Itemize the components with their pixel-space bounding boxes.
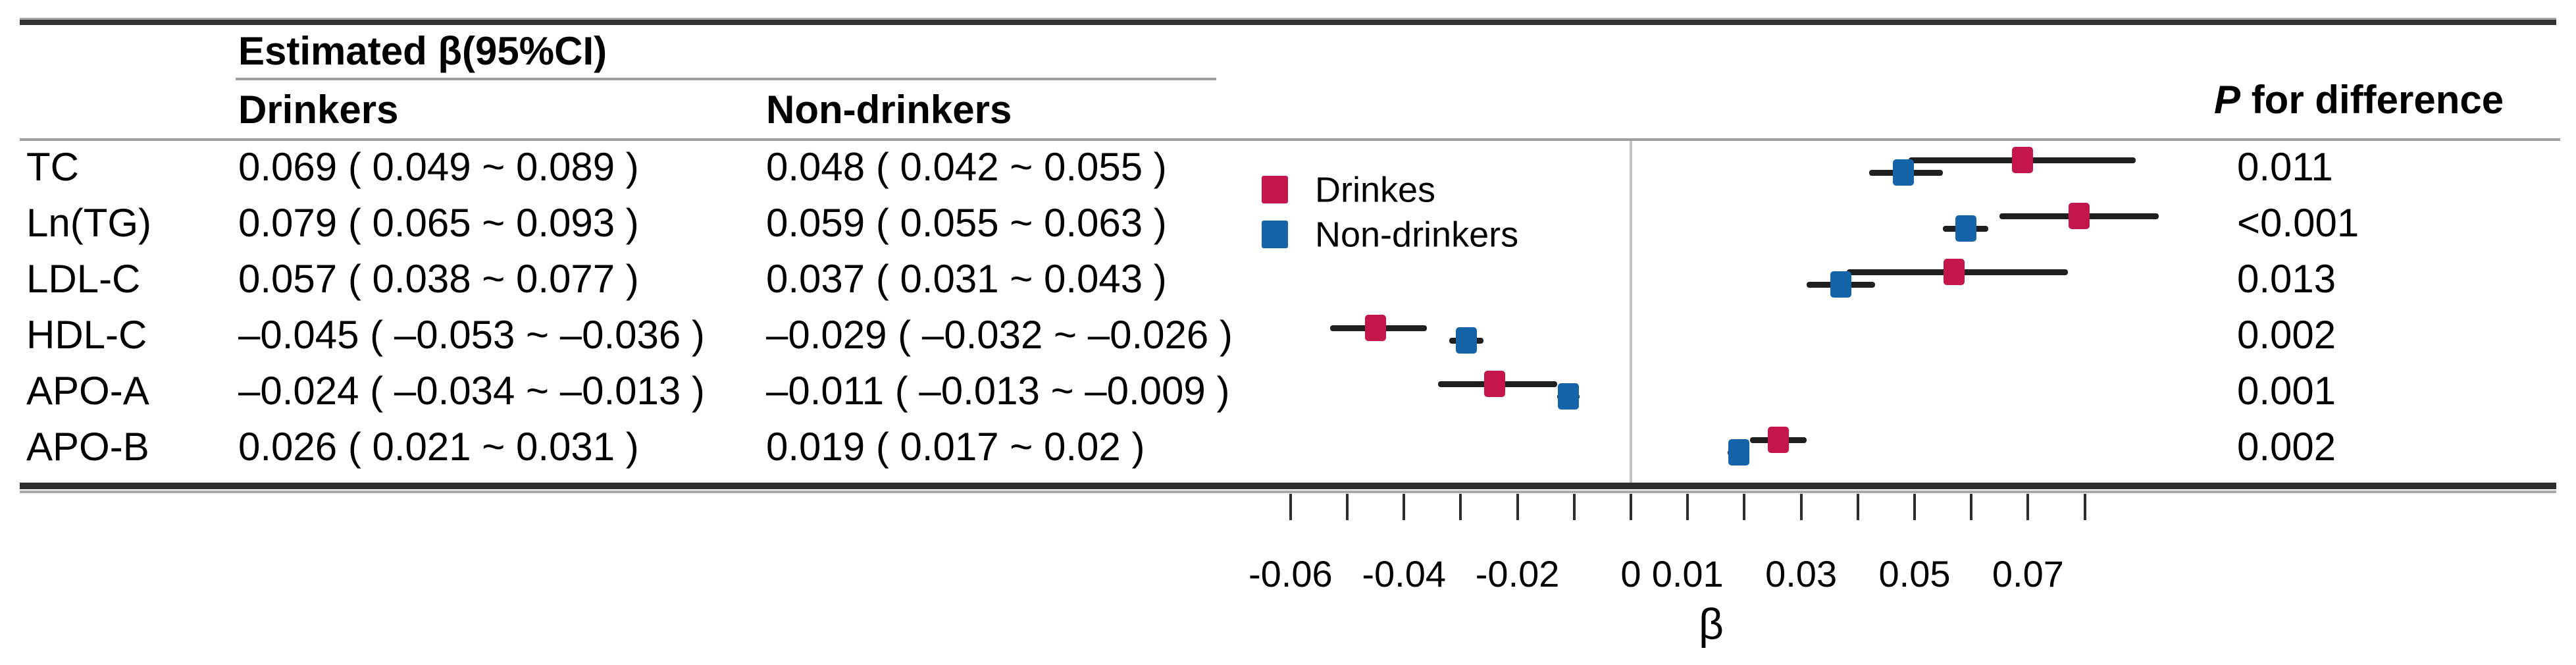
bottom-rule: [20, 483, 2556, 489]
axis-tick: [1459, 494, 1462, 520]
point-marker-nondrinkers: [1892, 159, 1914, 186]
axis-tick: [1799, 494, 1803, 520]
drinkers-value-tc: 0.069 ( 0.049 ~ 0.089 ): [238, 145, 639, 189]
point-marker-nondrinkers: [1955, 215, 1976, 242]
row-label-ldlc: LDL-C: [26, 257, 141, 301]
top-rule-light: [20, 18, 2556, 20]
axis-tick-label: -0.02: [1475, 553, 1560, 595]
drinkers-value-hdlc: –0.045 ( –0.053 ~ –0.036 ): [238, 313, 705, 357]
axis-tick: [1516, 494, 1519, 520]
point-marker-drinkers: [1484, 371, 1506, 397]
nondrinkers-value-apob: 0.019 ( 0.017 ~ 0.02 ): [766, 425, 1145, 469]
p-value-apob: 0.002: [2237, 425, 2336, 469]
axis-tick-label: 0.01: [1651, 553, 1724, 595]
p-value-ldlc: 0.013: [2237, 257, 2336, 301]
axis-tick-label: -0.06: [1248, 553, 1333, 595]
axis-tick: [2083, 494, 2086, 520]
axis-tick-label: 0.03: [1765, 553, 1838, 595]
row-label-lntg: Ln(TG): [26, 201, 152, 245]
legend-label-drinkers: Drinkes: [1315, 170, 1436, 210]
axis-tick-label: -0.04: [1362, 553, 1447, 595]
row-label-hdlc: HDL-C: [26, 313, 147, 357]
point-marker-drinkers: [1768, 427, 1790, 453]
axis-tick: [1289, 494, 1292, 520]
top-rule: [20, 20, 2556, 25]
axis-tick: [1403, 494, 1406, 520]
axis-tick: [1572, 494, 1576, 520]
point-marker-nondrinkers: [1456, 327, 1478, 354]
column-header-nondrinkers: Non-drinkers: [766, 88, 1012, 132]
axis-tick: [1630, 494, 1632, 520]
p-value-tc: 0.011: [2237, 145, 2333, 189]
x-axis-title-beta: β: [1699, 599, 1724, 649]
drinkers-value-ldlc: 0.057 ( 0.038 ~ 0.077 ): [238, 257, 639, 301]
point-marker-nondrinkers: [1558, 383, 1580, 410]
nondrinkers-value-apoa: –0.011 ( –0.013 ~ –0.009 ): [766, 369, 1230, 413]
column-header-p-for-difference: P for difference: [2214, 78, 2504, 122]
p-value-lntg: <0.001: [2237, 201, 2359, 245]
row-label-tc: TC: [26, 145, 79, 189]
axis-tick: [1856, 494, 1859, 520]
axis-tick: [1913, 494, 1916, 520]
group-header-estimated-beta-ci: Estimated β(95%CI): [238, 29, 607, 73]
axis-tick: [1686, 494, 1689, 520]
zero-reference-line: [1630, 141, 1632, 483]
nondrinkers-value-ldlc: 0.037 ( 0.031 ~ 0.043 ): [766, 257, 1167, 301]
column-header-drinkers: Drinkers: [238, 88, 399, 132]
legend-label-nondrinkers: Non-drinkers: [1315, 215, 1519, 255]
legend-swatch-nondrinkers: [1262, 221, 1288, 248]
point-marker-drinkers: [2068, 203, 2090, 229]
axis-tick: [1346, 494, 1349, 520]
point-marker-nondrinkers: [1830, 271, 1851, 298]
drinkers-value-apob: 0.026 ( 0.021 ~ 0.031 ): [238, 425, 639, 469]
axis-tick: [1743, 494, 1746, 520]
row-label-apob: APO-B: [26, 425, 149, 469]
p-header-italic-p: P: [2214, 78, 2241, 122]
point-marker-drinkers: [1944, 259, 1965, 285]
axis-tick-label: 0: [1620, 553, 1641, 595]
point-marker-drinkers: [1365, 315, 1387, 341]
point-marker-nondrinkers: [1728, 439, 1749, 466]
group-header-underline: [236, 78, 1216, 80]
bottom-rule-light: [20, 491, 2556, 493]
nondrinkers-value-hdlc: –0.029 ( –0.032 ~ –0.026 ): [766, 313, 1233, 357]
p-value-hdlc: 0.002: [2237, 313, 2336, 357]
axis-tick-label: 0.07: [1992, 553, 2064, 595]
point-marker-drinkers: [2011, 147, 2033, 173]
p-header-rest: for difference: [2240, 78, 2504, 122]
drinkers-value-lntg: 0.079 ( 0.065 ~ 0.093 ): [238, 201, 639, 245]
p-value-apoa: 0.001: [2237, 369, 2336, 413]
axis-tick: [2026, 494, 2030, 520]
row-label-apoa: APO-A: [26, 369, 149, 413]
legend-swatch-drinkers: [1262, 176, 1288, 203]
subheader-underline: [20, 138, 2560, 141]
axis-tick: [1970, 494, 1973, 520]
drinkers-value-apoa: –0.024 ( –0.034 ~ –0.013 ): [238, 369, 705, 413]
nondrinkers-value-lntg: 0.059 ( 0.055 ~ 0.063 ): [766, 201, 1167, 245]
nondrinkers-value-tc: 0.048 ( 0.042 ~ 0.055 ): [766, 145, 1167, 189]
axis-tick-label: 0.05: [1878, 553, 1951, 595]
